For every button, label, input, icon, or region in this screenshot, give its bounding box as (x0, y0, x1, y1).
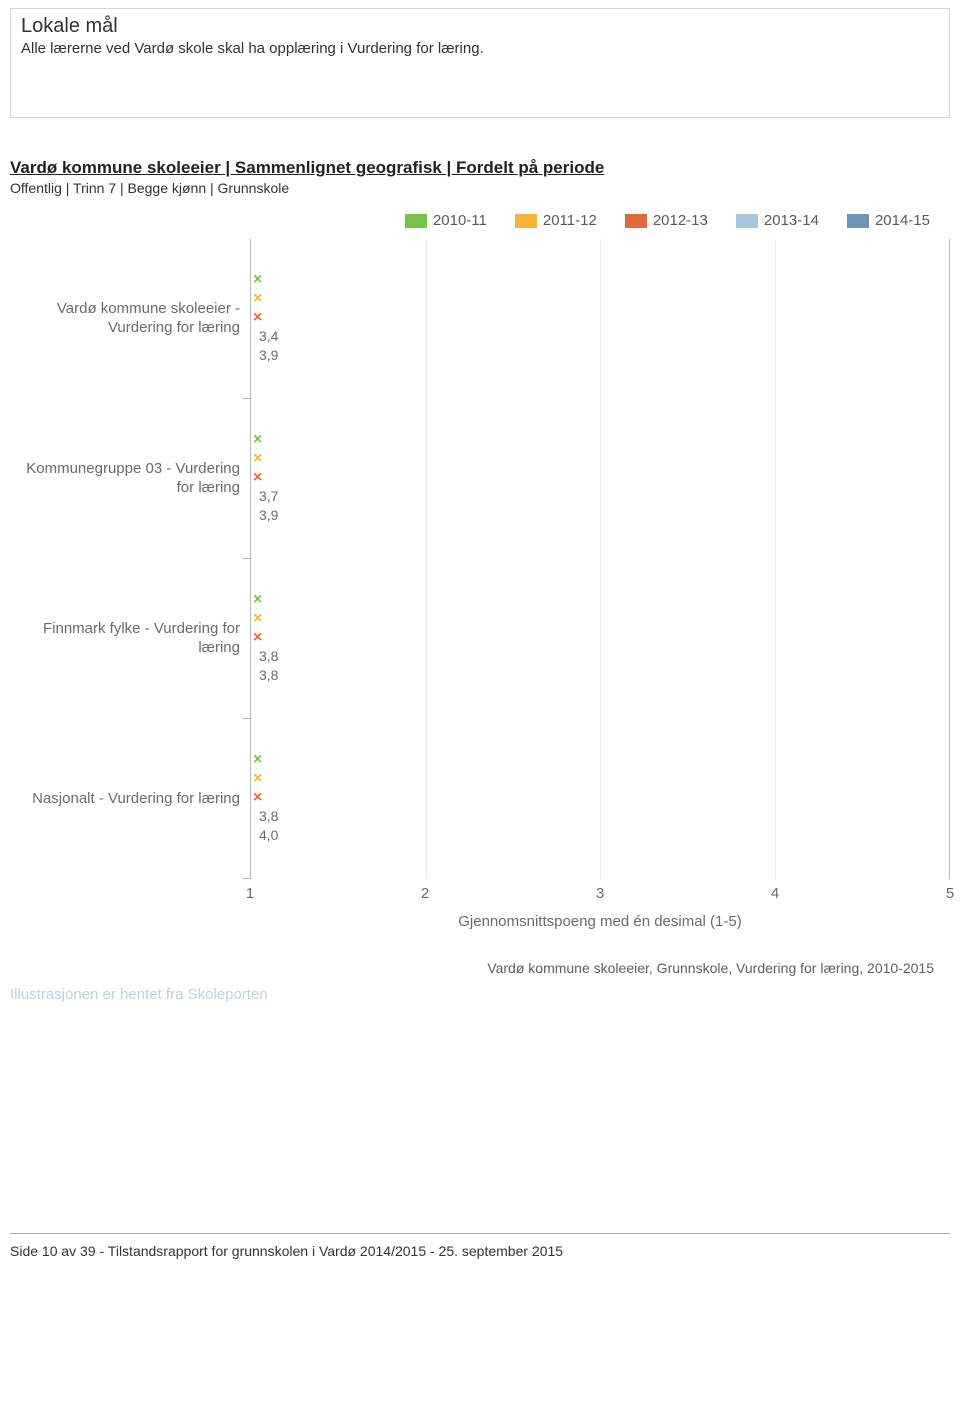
page-footer: Side 10 av 39 - Tilstandsrapport for gru… (10, 1233, 950, 1259)
y-group-label: Finnmark fylke - Vurdering for læring (14, 559, 250, 719)
chart-group: × × × 3,8 4,0 (251, 719, 949, 879)
bar-value-label: 4,0 (251, 827, 278, 843)
legend-item: 2014-15 (847, 212, 930, 229)
source-note: Illustrasjonen er hentet fra Skoleporten (10, 986, 950, 1003)
chart-group: × × × 3,7 3,9 (251, 399, 949, 559)
legend-swatch (847, 214, 869, 228)
legend-swatch (405, 214, 427, 228)
bar-value-label: 3,4 (251, 328, 278, 344)
legend-label: 2010-11 (433, 212, 487, 229)
y-axis-labels: Vardø kommune skoleeier - Vurdering for … (14, 239, 250, 930)
legend-item: 2012-13 (625, 212, 708, 229)
group-divider (243, 558, 251, 559)
chart-group: × × × 3,4 3,9 (251, 239, 949, 399)
y-group-label: Nasjonalt - Vurdering for læring (14, 719, 250, 879)
bar-value-label: 3,7 (251, 488, 278, 504)
bar-value-label: 3,8 (251, 667, 278, 683)
missing-marker: × (253, 272, 262, 288)
legend-swatch (736, 214, 758, 228)
missing-marker: × (253, 470, 262, 486)
x-tick: 5 (946, 885, 954, 902)
legend-item: 2011-12 (515, 212, 597, 229)
missing-marker: × (253, 630, 262, 646)
bar-value-label: 3,8 (251, 648, 278, 664)
legend-item: 2013-14 (736, 212, 819, 229)
section-subtitle: Offentlig | Trinn 7 | Begge kjønn | Grun… (10, 180, 950, 196)
legend-swatch (625, 214, 647, 228)
missing-marker: × (253, 611, 262, 627)
legend-item: 2010-11 (405, 212, 487, 229)
group-divider (243, 398, 251, 399)
legend-label: 2011-12 (543, 212, 597, 229)
missing-marker: × (253, 310, 262, 326)
plot-area: ×××3,43,9×××3,73,9×××3,83,8×××3,84,0 123… (250, 239, 950, 930)
bar-value-label: 3,8 (251, 808, 278, 824)
missing-marker: × (253, 291, 262, 307)
chart-legend: 2010-11 2011-12 2012-13 2013-14 2014-15 (10, 212, 950, 229)
missing-marker: × (253, 451, 262, 467)
y-group-label: Kommunegruppe 03 - Vurdering for læring (14, 399, 250, 559)
missing-marker: × (253, 790, 262, 806)
local-goals-box: Lokale mål Alle lærerne ved Vardø skole … (10, 8, 950, 118)
x-tick: 3 (596, 885, 604, 902)
y-group-label: Vardø kommune skoleeier - Vurdering for … (14, 239, 250, 399)
x-tick: 1 (246, 885, 254, 902)
legend-swatch (515, 214, 537, 228)
bar-value-label: 3,9 (251, 507, 278, 523)
x-axis-title: Gjennomsnittspoeng med én desimal (1-5) (250, 913, 950, 930)
group-divider (243, 878, 251, 879)
legend-label: 2014-15 (875, 212, 930, 229)
group-divider (243, 718, 251, 719)
legend-label: 2012-13 (653, 212, 708, 229)
missing-marker: × (253, 752, 262, 768)
page: Lokale mål Alle lærerne ved Vardø skole … (0, 0, 960, 1269)
local-goals-text: Alle lærerne ved Vardø skole skal ha opp… (21, 40, 939, 57)
bar-value-label: 3,9 (251, 347, 278, 363)
chart-group: × × × 3,8 3,8 (251, 559, 949, 719)
chart-caption: Vardø kommune skoleeier, Grunnskole, Vur… (10, 960, 950, 976)
section-title: Vardø kommune skoleeier | Sammenlignet g… (10, 158, 950, 178)
x-axis: 12345 (250, 883, 950, 911)
x-tick: 2 (421, 885, 429, 902)
x-tick: 4 (771, 885, 779, 902)
plot-inner: × × × 3,4 3,9 × × × 3,7 3,9 × × × 3,8 3,8 × × × 3,8 4,0 (250, 239, 950, 879)
chart: Vardø kommune skoleeier - Vurdering for … (10, 239, 950, 930)
legend-label: 2013-14 (764, 212, 819, 229)
missing-marker: × (253, 771, 262, 787)
local-goals-title: Lokale mål (21, 15, 939, 38)
missing-marker: × (253, 432, 262, 448)
missing-marker: × (253, 592, 262, 608)
